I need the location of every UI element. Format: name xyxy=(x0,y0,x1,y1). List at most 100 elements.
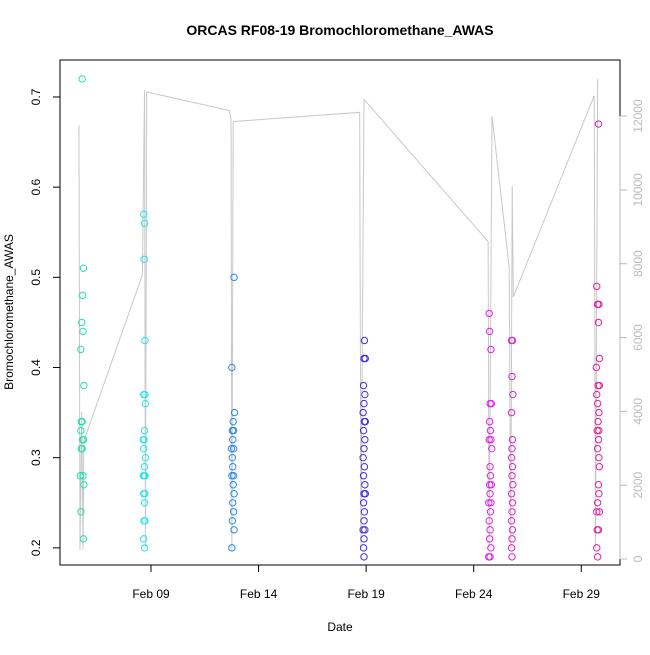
data-point xyxy=(508,499,517,507)
y2-tick-label: 6000 xyxy=(631,324,645,351)
y2-tick-label: 10000 xyxy=(631,173,645,207)
data-point xyxy=(229,417,237,426)
data-point xyxy=(79,472,87,480)
data-point xyxy=(360,535,368,543)
data-point xyxy=(360,336,369,345)
data-point xyxy=(141,390,149,399)
data-point xyxy=(507,517,516,525)
data-point xyxy=(595,490,603,498)
x-tick-label: Feb 09 xyxy=(132,587,170,601)
data-point xyxy=(229,472,238,480)
data-point xyxy=(595,381,604,390)
data-point xyxy=(78,75,86,83)
data-point xyxy=(140,463,149,471)
data-point xyxy=(485,499,493,507)
y-axis-label: Bromochloromethane_AWAS xyxy=(2,234,16,390)
data-point xyxy=(595,508,604,516)
chart-title: ORCAS RF08-19 Bromochloromethane_AWAS xyxy=(186,22,493,38)
data-point xyxy=(360,553,368,561)
data-point xyxy=(485,417,494,426)
data-point xyxy=(361,354,369,363)
data-point xyxy=(229,508,238,516)
data-point xyxy=(595,426,603,435)
y-tick-label: 0.6 xyxy=(29,178,43,195)
data-point xyxy=(595,453,603,462)
data-point xyxy=(361,481,369,489)
data-point xyxy=(593,499,602,507)
data-point xyxy=(141,399,150,408)
data-point xyxy=(485,309,493,318)
data-point xyxy=(77,345,85,354)
data-point xyxy=(595,300,603,309)
data-point xyxy=(509,481,517,489)
data-point xyxy=(80,481,88,489)
data-point xyxy=(76,472,85,480)
data-point xyxy=(593,508,601,516)
data-point xyxy=(594,417,602,426)
data-point xyxy=(508,553,516,561)
altitude-line xyxy=(78,79,599,550)
data-point xyxy=(487,481,496,489)
data-point xyxy=(359,381,368,390)
data-point xyxy=(77,426,85,435)
data-point xyxy=(229,481,237,489)
data-point xyxy=(229,499,237,507)
data-point xyxy=(78,444,86,453)
y-tick-label: 0.4 xyxy=(29,359,43,376)
data-point xyxy=(77,508,85,516)
data-point xyxy=(229,444,238,453)
data-point xyxy=(140,499,149,507)
data-point xyxy=(139,535,148,543)
data-point xyxy=(486,526,494,534)
data-point xyxy=(80,381,88,390)
data-point xyxy=(508,463,517,471)
data-point xyxy=(360,508,369,516)
data-point xyxy=(487,544,495,552)
data-point xyxy=(230,408,239,417)
y-tick-label: 0.7 xyxy=(29,88,43,105)
data-point xyxy=(140,426,149,435)
data-point xyxy=(508,508,516,516)
data-point xyxy=(485,517,493,525)
x-tick-label: Feb 24 xyxy=(455,587,493,601)
data-point xyxy=(486,508,495,516)
x-tick-label: Feb 29 xyxy=(563,587,601,601)
data-point xyxy=(140,219,149,227)
data-point xyxy=(594,120,603,128)
data-point xyxy=(360,463,369,471)
data-point xyxy=(507,453,516,462)
x-tick-label: Feb 19 xyxy=(347,587,385,601)
data-point xyxy=(361,490,369,498)
data-point xyxy=(361,390,369,399)
data-point xyxy=(78,318,86,327)
data-point xyxy=(507,408,516,417)
data-point xyxy=(508,472,516,480)
data-point xyxy=(228,544,236,552)
data-point xyxy=(361,435,369,444)
data-point xyxy=(486,426,495,435)
data-point xyxy=(360,517,368,525)
y-tick-label: 0.3 xyxy=(29,449,43,466)
y2-tick-label: 12000 xyxy=(631,99,645,133)
data-point xyxy=(595,408,603,417)
data-point xyxy=(230,490,238,498)
data-point xyxy=(508,372,516,381)
data-point xyxy=(488,444,496,453)
y2-tick-label: 4000 xyxy=(631,398,645,425)
data-point xyxy=(359,472,368,480)
data-point xyxy=(139,210,148,218)
data-point xyxy=(509,390,517,399)
data-point xyxy=(228,363,236,372)
data-point xyxy=(508,435,517,444)
data-point xyxy=(230,526,238,534)
data-point xyxy=(594,481,603,489)
data-point xyxy=(594,318,603,327)
data-point xyxy=(78,291,87,300)
data-point xyxy=(79,264,88,273)
data-point xyxy=(79,327,87,336)
data-point xyxy=(141,517,149,525)
data-point xyxy=(361,526,369,534)
data-point xyxy=(508,444,516,453)
data-point xyxy=(486,490,494,498)
